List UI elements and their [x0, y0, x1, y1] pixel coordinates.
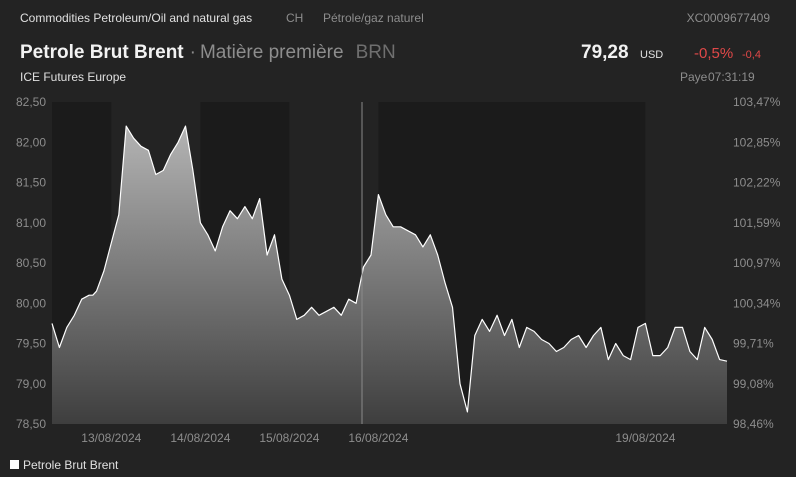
- y-tick-left: 82,00: [16, 135, 46, 149]
- category-label[interactable]: Pétrole/gaz naturel: [323, 11, 424, 25]
- change-percent: -0,5%: [694, 45, 734, 62]
- y-tick-left: 79,00: [16, 377, 46, 391]
- y-tick-left: 81,00: [16, 216, 46, 230]
- instrument-title-row: Petrole Brut Brent · Matière première BRN: [20, 42, 396, 64]
- y-tick-left: 79,50: [16, 337, 46, 351]
- y-tick-left: 80,00: [16, 296, 46, 310]
- instrument-symbol: BRN: [355, 42, 396, 63]
- y-tick-right: 102,85%: [733, 135, 781, 149]
- price-currency: USD: [640, 49, 664, 61]
- x-tick: 19/08/2024: [615, 431, 675, 445]
- x-tick: 16/08/2024: [348, 431, 408, 445]
- exchange-name: ICE Futures Europe: [20, 70, 127, 84]
- x-tick: 14/08/2024: [170, 431, 230, 445]
- top-bar: Commodities Petroleum/Oil and natural ga…: [20, 11, 770, 25]
- price-chart[interactable]: 82,50 82,00 81,50 81,00 80,50 80,00 79,50 79,00…: [0, 90, 796, 450]
- y-tick-left: 82,50: [16, 95, 46, 109]
- breadcrumb[interactable]: Commodities Petroleum/Oil and natural ga…: [20, 11, 253, 25]
- instrument-title: Petrole Brut Brent: [20, 42, 184, 63]
- y-tick-right: 99,08%: [733, 377, 774, 391]
- isin-code: XC0009677409: [686, 11, 770, 25]
- price-line: [51, 125, 728, 413]
- y-tick-right: 101,59%: [733, 216, 781, 230]
- y-tick-right: 103,47%: [733, 95, 781, 109]
- title-separator: ·: [189, 42, 196, 63]
- x-tick: 13/08/2024: [81, 431, 141, 445]
- y-tick-right: 100,97%: [733, 256, 781, 270]
- price-area: [52, 126, 727, 424]
- y-tick-right: 98,46%: [733, 417, 774, 431]
- chart-legend[interactable]: Petrole Brut Brent: [10, 458, 118, 472]
- y-tick-right: 99,71%: [733, 337, 774, 351]
- quote-time: 07:31:19: [708, 70, 755, 84]
- last-price: 79,28: [581, 42, 629, 63]
- y-tick-left: 81,50: [16, 176, 46, 190]
- y-tick-right: 102,22%: [733, 176, 781, 190]
- y-tick-left: 78,50: [16, 417, 46, 431]
- change-absolute: -0,4: [742, 49, 761, 61]
- y-tick-left: 80,50: [16, 256, 46, 270]
- y-tick-right: 100,34%: [733, 296, 781, 310]
- legend-swatch: [10, 460, 19, 469]
- country-name: Paye: [680, 70, 708, 84]
- country-code: CH: [286, 11, 304, 25]
- x-tick: 15/08/2024: [259, 431, 319, 445]
- instrument-type: Matière première: [199, 42, 344, 63]
- legend-label: Petrole Brut Brent: [23, 458, 119, 472]
